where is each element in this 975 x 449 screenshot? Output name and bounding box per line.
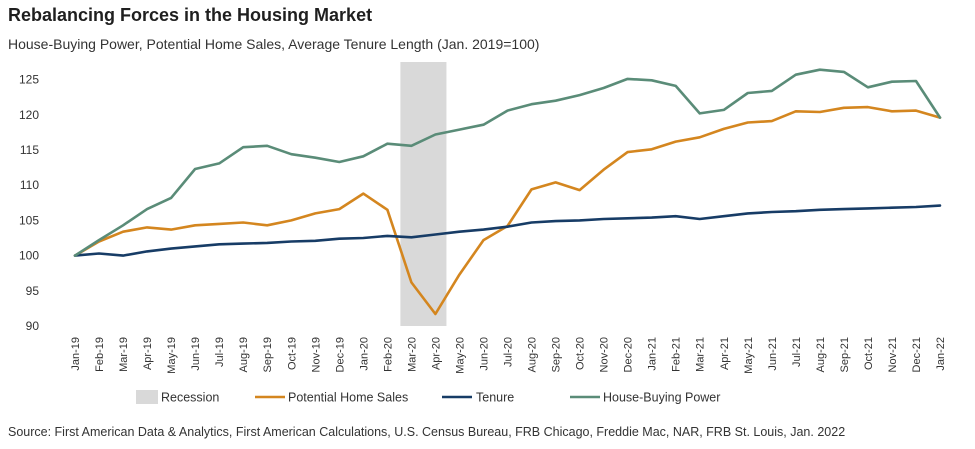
legend-label-potential-home-sales: Potential Home Sales <box>288 391 408 405</box>
source-note: Source: First American Data & Analytics,… <box>8 425 846 439</box>
x-tick-label: Jan-19 <box>70 337 82 371</box>
x-tick-label: Dec-21 <box>911 337 923 372</box>
x-tick-label: May-20 <box>454 337 466 374</box>
x-tick-label: Oct-21 <box>863 337 875 370</box>
x-tick-label: Sep-20 <box>551 337 563 372</box>
y-tick-label: 105 <box>19 213 39 227</box>
x-tick-label: May-21 <box>743 337 755 374</box>
x-tick-label: Dec-19 <box>334 337 346 372</box>
y-tick-label: 125 <box>19 73 39 87</box>
x-tick-label: Apr-21 <box>719 337 731 370</box>
x-tick-label: Sep-21 <box>839 337 851 372</box>
x-tick-label: Feb-19 <box>94 337 106 372</box>
x-tick-label: Jul-19 <box>214 337 226 367</box>
x-tick-label: Jun-20 <box>478 337 490 371</box>
legend-label-recession: Recession <box>161 391 219 405</box>
x-tick-label: Aug-21 <box>815 337 827 372</box>
x-tick-label: Aug-19 <box>238 337 250 372</box>
x-tick-label: Nov-20 <box>599 337 611 372</box>
legend-swatch-recession <box>136 390 158 404</box>
series-line-house-buying-power <box>73 68 942 257</box>
x-tick-label: Jan-22 <box>935 337 947 371</box>
x-tick-label: Feb-21 <box>671 337 683 372</box>
x-tick-label: Nov-21 <box>887 337 899 372</box>
x-tick-label: Oct-20 <box>575 337 587 370</box>
legend-label-house-buying-power: House-Buying Power <box>603 391 720 405</box>
x-tick-label: Dec-20 <box>623 337 635 372</box>
x-tick-label: Nov-19 <box>310 337 322 372</box>
x-tick-label: Mar-21 <box>695 337 707 372</box>
y-tick-label: 95 <box>26 284 40 298</box>
y-tick-label: 90 <box>26 319 40 333</box>
legend: Recession Potential Home Sales Tenure House… <box>136 390 720 405</box>
chart-title: Rebalancing Forces in the Housing Market <box>8 5 373 25</box>
x-tick-label: Jul-21 <box>791 337 803 367</box>
x-tick-label: Apr-19 <box>142 337 154 370</box>
series-line-tenure <box>73 204 942 257</box>
x-tick-label: Apr-20 <box>430 337 442 370</box>
x-tick-label: Jan-20 <box>358 337 370 371</box>
y-tick-label: 110 <box>20 178 39 192</box>
y-axis: 90 95 100 105 110 115 120 125 <box>19 73 39 333</box>
recession-band-layer <box>400 62 447 326</box>
x-tick-label: Feb-20 <box>382 337 394 372</box>
x-tick-label: Sep-19 <box>262 337 274 372</box>
x-tick-label: Aug-20 <box>527 337 539 372</box>
series-lines <box>73 68 942 316</box>
x-axis: Jan-19 Feb-19 Mar-19 Apr-19 May-19 Jun-19 Jul-… <box>70 337 947 374</box>
x-tick-label: May-19 <box>166 337 178 374</box>
x-tick-label: Mar-20 <box>406 337 418 372</box>
x-tick-label: Mar-19 <box>118 337 130 372</box>
x-tick-label: Jun-19 <box>190 337 202 371</box>
recession-band <box>400 62 447 326</box>
chart-subtitle: House-Buying Power, Potential Home Sales… <box>8 36 540 52</box>
x-tick-label: Jul-20 <box>503 337 515 367</box>
y-tick-label: 100 <box>19 249 39 263</box>
y-tick-label: 120 <box>19 108 39 122</box>
x-tick-label: Jan-21 <box>647 337 659 371</box>
y-tick-label: 115 <box>20 143 39 157</box>
x-tick-label: Jun-21 <box>767 337 779 371</box>
x-tick-label: Oct-19 <box>286 337 298 370</box>
legend-label-tenure: Tenure <box>476 391 514 405</box>
